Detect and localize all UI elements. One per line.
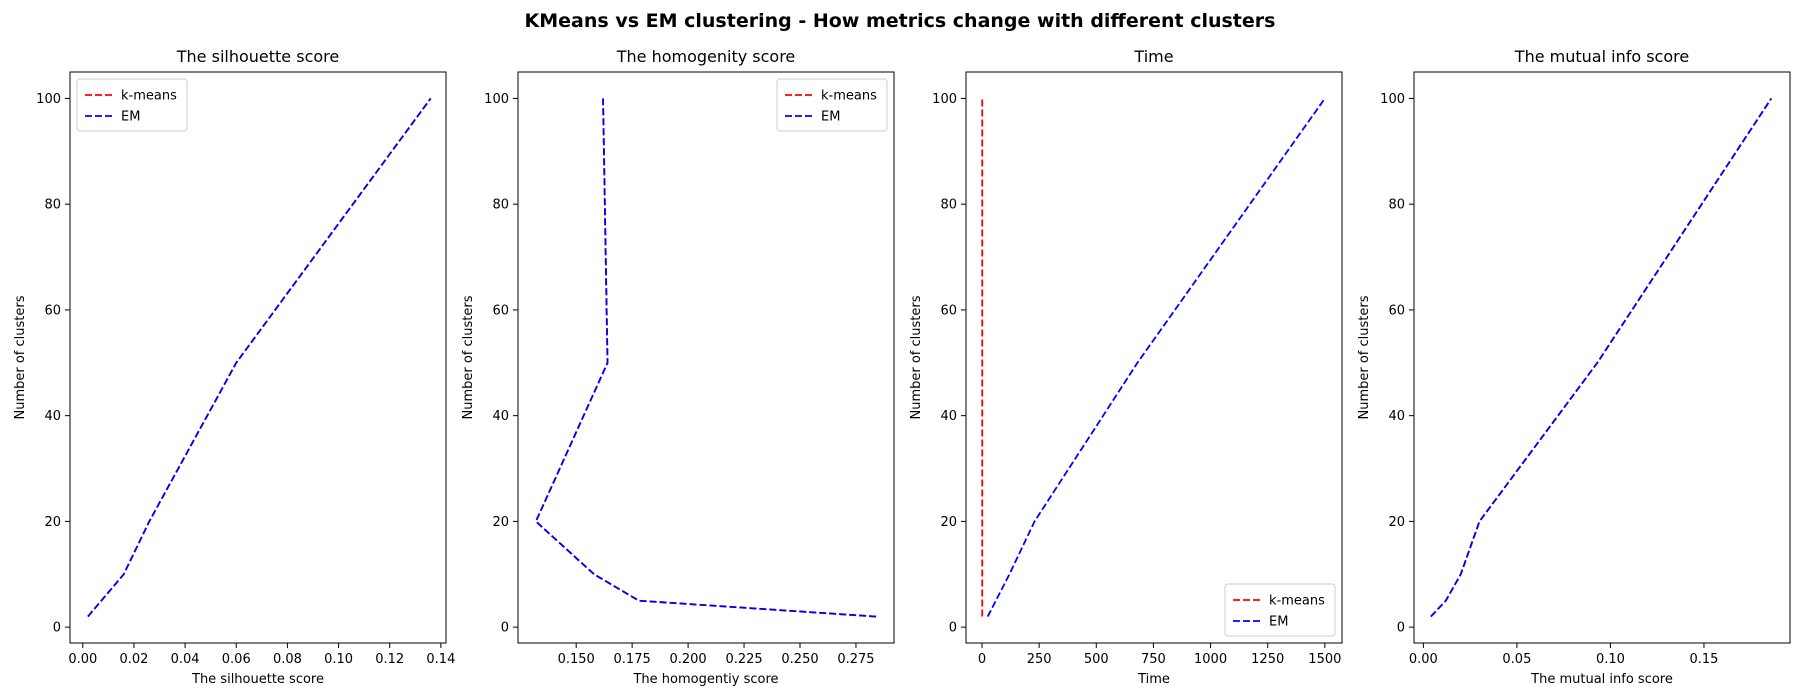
legend: k-means EM <box>76 78 188 132</box>
y-tick-label: 80 <box>1388 198 1405 213</box>
y-tick-label: 100 <box>932 92 957 107</box>
y-axis-label: Number of clusters <box>909 295 924 419</box>
chart-panel-1: 0.00 0.02 0.04 0.06 0.08 0.10 0.12 0.14 0 20 40 60 8… <box>13 47 455 687</box>
y-tick-label: 100 <box>36 92 61 107</box>
series-line-em <box>986 97 1326 617</box>
legend-label: EM <box>121 110 140 125</box>
y-tick-label: 100 <box>1380 92 1405 107</box>
y-tick-label: 0 <box>501 621 509 636</box>
series-line-em <box>534 98 877 618</box>
x-tick-label: 0.00 <box>1409 652 1438 667</box>
x-axis-label: Time <box>1137 672 1170 687</box>
y-tick-label: 40 <box>44 409 61 424</box>
x-tick-label: 0.08 <box>273 652 302 667</box>
x-tick-label: 0.14 <box>426 652 455 667</box>
x-tick-label: 0.15 <box>1689 652 1718 667</box>
legend-label: k-means <box>1269 594 1325 609</box>
chart-panel-3: 0 250 500 750 1000 1250 1500 0 20 40 60 80 100 Time Ti… <box>909 47 1343 687</box>
y-tick-label: 40 <box>1388 409 1405 424</box>
x-tick-label: 0.00 <box>68 652 97 667</box>
legend-label: k-means <box>821 89 877 104</box>
x-tick-label: 1250 <box>1251 652 1284 667</box>
series-line-kmeans <box>87 97 432 618</box>
series-line-em <box>1430 97 1773 618</box>
x-tick-label: 250 <box>1027 652 1052 667</box>
x-tick-label: 0.06 <box>222 652 251 667</box>
x-tick-label: 0.04 <box>171 652 200 667</box>
y-axis-label: Number of clusters <box>461 295 476 419</box>
x-tick-label: 0.10 <box>1596 652 1625 667</box>
axes-frame <box>69 71 447 644</box>
x-tick-label: 0.175 <box>614 652 651 667</box>
x-tick-label: 0.275 <box>837 652 874 667</box>
y-tick-label: 100 <box>484 92 509 107</box>
x-tick-label: 0.225 <box>725 652 762 667</box>
y-tick-label: 80 <box>44 198 61 213</box>
x-tick-label: 0 <box>978 652 986 667</box>
axes-frame <box>965 71 1343 644</box>
y-tick-label: 80 <box>940 198 957 213</box>
x-tick-label: 1000 <box>1194 652 1227 667</box>
x-tick-label: 0.12 <box>375 652 404 667</box>
legend: k-means EM <box>1224 583 1336 637</box>
series-line-em <box>87 97 432 618</box>
x-axis-label: The homogentiy score <box>632 672 778 687</box>
legend-label: k-means <box>121 89 177 104</box>
legend-box <box>1224 583 1336 637</box>
y-tick-label: 80 <box>492 198 509 213</box>
x-tick-label: 1500 <box>1308 652 1341 667</box>
y-tick-label: 20 <box>940 515 957 530</box>
y-tick-label: 0 <box>1397 621 1405 636</box>
y-tick-label: 0 <box>949 621 957 636</box>
y-tick-label: 60 <box>940 303 957 318</box>
y-tick-label: 20 <box>492 515 509 530</box>
y-tick-label: 20 <box>44 515 61 530</box>
chart-panel-4: 0.00 0.05 0.10 0.15 0 20 40 60 80 100 The mutual i… <box>1357 47 1791 687</box>
x-tick-label: 0.05 <box>1502 652 1531 667</box>
axes-frame <box>1413 71 1791 644</box>
legend: k-means EM <box>776 78 888 132</box>
legend-label: EM <box>821 110 840 125</box>
chart-panel-2: 0.150 0.175 0.200 0.225 0.250 0.275 0 20 40 60 80 1… <box>461 47 895 687</box>
x-tick-label: 0.200 <box>669 652 706 667</box>
chart-title: The silhouette score <box>176 47 339 66</box>
x-tick-label: 0.250 <box>781 652 818 667</box>
x-tick-label: 750 <box>1141 652 1166 667</box>
chart-title: The mutual info score <box>1514 47 1689 66</box>
y-tick-label: 0 <box>53 621 61 636</box>
figure-title: KMeans vs EM clustering - How metrics ch… <box>524 10 1276 32</box>
y-tick-label: 60 <box>44 303 61 318</box>
x-tick-label: 0.150 <box>558 652 595 667</box>
chart-title: The homogenity score <box>616 47 796 66</box>
series-line-kmeans <box>534 98 877 618</box>
y-tick-label: 60 <box>1388 303 1405 318</box>
y-tick-label: 40 <box>492 409 509 424</box>
chart-title: Time <box>1133 47 1173 66</box>
axes-frame <box>517 71 895 644</box>
x-axis-label: The silhouette score <box>191 672 324 687</box>
x-tick-label: 0.02 <box>119 652 148 667</box>
y-axis-label: Number of clusters <box>1357 295 1372 419</box>
y-axis-label: Number of clusters <box>13 295 28 419</box>
y-tick-label: 20 <box>1388 515 1405 530</box>
legend-box <box>76 78 188 132</box>
x-axis-label: The mutual info score <box>1530 672 1673 687</box>
y-tick-label: 60 <box>492 303 509 318</box>
legend-label: EM <box>1269 615 1288 630</box>
x-tick-label: 500 <box>1084 652 1109 667</box>
legend-box <box>776 78 888 132</box>
y-tick-label: 40 <box>940 409 957 424</box>
x-tick-label: 0.10 <box>324 652 353 667</box>
